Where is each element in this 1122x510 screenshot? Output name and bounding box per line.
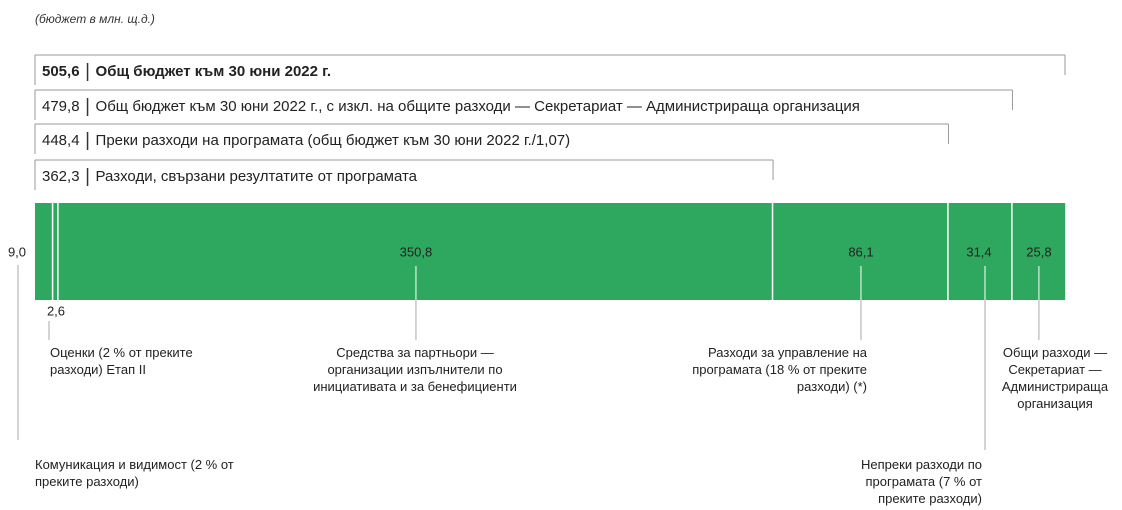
total-value: 448,4 bbox=[42, 132, 80, 149]
bar-segment bbox=[35, 203, 52, 300]
bar-segment bbox=[58, 203, 772, 300]
value-label: 25,8 bbox=[1026, 244, 1051, 259]
bar-segment bbox=[773, 203, 948, 300]
subtitle: (бюджет в млн. щ.д.) bbox=[35, 12, 155, 26]
total-text: Разходи, свързани резултатите от програм… bbox=[96, 168, 418, 185]
category-label: Общи разходи — Секретариат — Администрир… bbox=[1001, 345, 1109, 411]
value-label: 2,6 bbox=[47, 303, 65, 318]
total-value: 479,8 bbox=[42, 98, 80, 115]
total-text: Общ бюджет към 30 юни 2022 г., с изкл. н… bbox=[96, 98, 860, 115]
bar-segment bbox=[53, 203, 58, 300]
category-label: Непреки разходи по програмата (7 % от пр… bbox=[861, 457, 982, 506]
total-text: Общ бюджет към 30 юни 2022 г. bbox=[96, 63, 332, 80]
value-label: 31,4 bbox=[966, 244, 991, 259]
bar-segment bbox=[948, 203, 1012, 300]
value-label: 86,1 bbox=[848, 244, 873, 259]
category-label: Оценки (2 % от преките разходи) Етап II bbox=[50, 345, 193, 377]
total-value: 505,6 bbox=[42, 63, 80, 80]
category-label: Средства за партньори — организации изпъ… bbox=[313, 345, 517, 394]
value-label: 350,8 bbox=[400, 244, 433, 259]
total-value: 362,3 bbox=[42, 168, 80, 185]
value-label: 9,0 bbox=[8, 244, 26, 259]
total-text: Преки разходи на програмата (общ бюджет … bbox=[96, 132, 571, 149]
category-label: Комуникация и видимост (2 % от преките р… bbox=[35, 457, 234, 489]
category-label: Разходи за управление на програмата (18 … bbox=[692, 345, 867, 394]
